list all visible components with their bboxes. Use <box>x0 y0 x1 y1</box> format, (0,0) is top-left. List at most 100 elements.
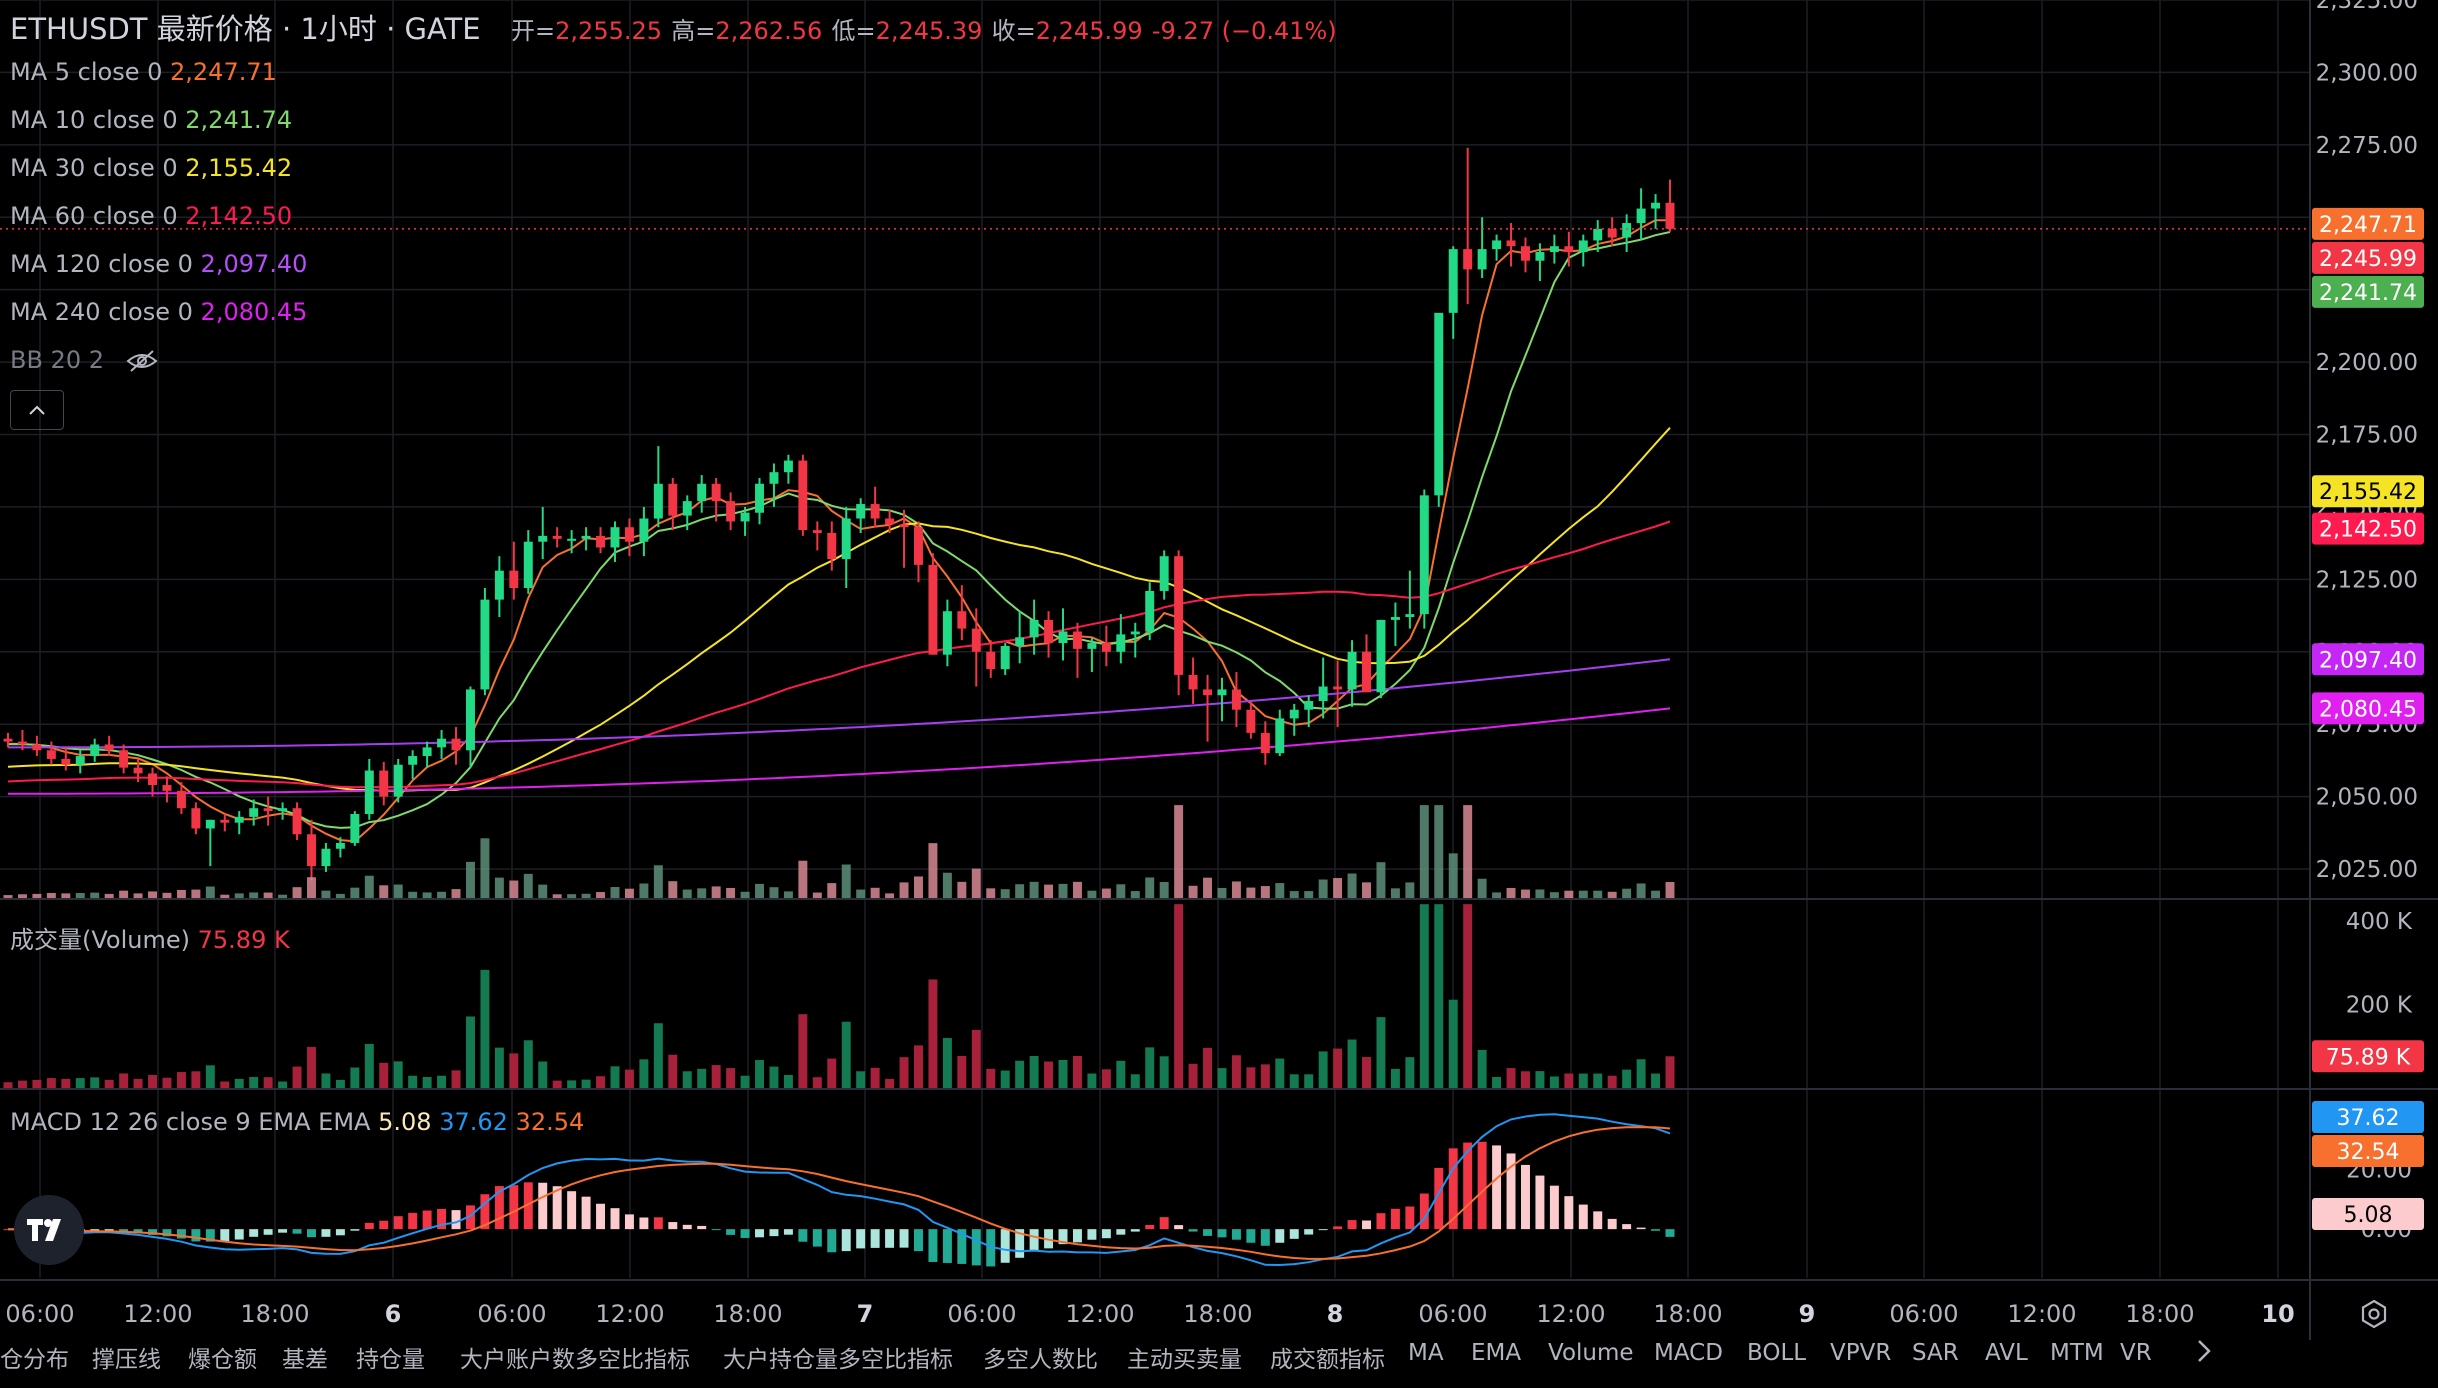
macd-tag-text: 32.54 <box>2337 1140 2400 1165</box>
price-tag-text: 2,245.99 <box>2319 247 2417 272</box>
ma10-legend[interactable]: MA 10 close 0 2,241.74 <box>10 106 292 134</box>
volume-tag-bg <box>2312 1040 2424 1073</box>
volume-overlay-bar <box>1217 887 1227 898</box>
candle-body <box>783 460 793 473</box>
volume-bar <box>379 1062 389 1088</box>
indicator-tab[interactable]: 仓分布 <box>0 1347 69 1373</box>
ma120-value: 2,097.40 <box>200 250 308 278</box>
macd-label: MACD 12 26 close 9 EMA EMA <box>10 1108 371 1136</box>
macd-hist-bar <box>1593 1211 1603 1230</box>
macd-hist-bar <box>1087 1229 1097 1240</box>
macd-hist-bar <box>711 1229 721 1231</box>
candle-body <box>523 541 533 589</box>
volume-bar <box>1463 904 1473 1088</box>
volume-overlay-bar <box>1101 888 1111 898</box>
indicator-tab[interactable]: 大户持仓量多空比指标 <box>723 1347 953 1373</box>
ma120-legend[interactable]: MA 120 close 0 2,097.40 <box>10 250 307 278</box>
indicator-tab[interactable]: BOLL <box>1747 1340 1807 1366</box>
volume-bar <box>1362 1057 1371 1088</box>
indicator-tab[interactable]: MA <box>1408 1340 1444 1366</box>
ma5-legend[interactable]: MA 5 close 0 2,247.71 <box>10 58 277 86</box>
volume-axis-label: 400 K <box>2346 909 2413 935</box>
candle-body <box>610 527 620 548</box>
candle-body <box>1217 689 1227 696</box>
candle-body <box>1448 249 1458 313</box>
volume-bar <box>1520 1071 1530 1088</box>
candle-body <box>465 689 475 751</box>
indicator-tab[interactable]: 持仓量 <box>356 1347 425 1373</box>
macd-legend[interactable]: MACD 12 26 close 9 EMA EMA 5.08 37.62 32… <box>10 1108 584 1136</box>
indicator-tab[interactable]: VPVR <box>1830 1340 1892 1366</box>
indicator-tab[interactable]: SAR <box>1912 1340 1959 1366</box>
chart-header: ETHUSDT 最新价格 · 1小时 · GATE 开=2,255.25 高=2… <box>10 6 1337 48</box>
volume-overlay-bar <box>740 891 750 898</box>
macd-hist-bar <box>263 1229 273 1235</box>
time-axis-label: 18:00 <box>2125 1300 2194 1328</box>
macd-hist-bar <box>379 1220 389 1230</box>
candle-body <box>350 813 360 843</box>
ma60-legend[interactable]: MA 60 close 0 2,142.50 <box>10 202 292 230</box>
indicator-tab[interactable]: 主动买卖量 <box>1127 1347 1242 1373</box>
volume-bar <box>90 1077 100 1088</box>
chart-settings-button[interactable] <box>2358 1298 2390 1334</box>
indicator-tab[interactable]: 爆仓额 <box>188 1347 257 1373</box>
candle-body <box>307 834 316 867</box>
tradingview-logo[interactable] <box>14 1195 84 1265</box>
volume-bar <box>162 1077 172 1088</box>
macd-hist-bar <box>1029 1229 1039 1252</box>
ma240-line <box>8 707 1671 795</box>
ma30-legend[interactable]: MA 30 close 0 2,155.42 <box>10 154 292 182</box>
volume-bar <box>278 1081 288 1088</box>
volume-overlay-bar <box>1000 889 1010 898</box>
indicator-tab[interactable]: MTM <box>2050 1340 2104 1366</box>
volume-overlay-bar <box>1506 887 1516 898</box>
candle-body <box>90 744 100 757</box>
volume-bar <box>335 1079 345 1088</box>
indicator-tab[interactable]: 大户账户数多空比指标 <box>460 1347 690 1373</box>
candle-body <box>1549 246 1559 253</box>
macd-hist-bar <box>682 1224 692 1230</box>
indicator-tab[interactable]: 成交额指标 <box>1270 1347 1385 1373</box>
collapse-legend-button[interactable] <box>10 390 64 430</box>
indicator-tab[interactable]: EMA <box>1471 1340 1522 1366</box>
bb-legend[interactable]: BB 20 2 <box>10 346 158 374</box>
macd-hist-bar <box>437 1208 447 1230</box>
tabs-scroll-right[interactable] <box>2196 1338 2212 1371</box>
indicator-tab[interactable]: Volume <box>1548 1340 1634 1366</box>
macd-hist-bar <box>176 1229 186 1239</box>
indicator-tab[interactable]: AVL <box>1985 1340 2028 1366</box>
indicator-tab[interactable]: 多空人数比 <box>983 1347 1098 1373</box>
volume-bar <box>1535 1071 1545 1088</box>
symbol-title[interactable]: ETHUSDT 最新价格 · 1小时 · GATE <box>10 12 481 46</box>
price-axis-label: 2,200.00 <box>2316 350 2418 376</box>
volume-bar <box>1101 1069 1111 1088</box>
macd-hist-bar <box>1174 1225 1184 1230</box>
volume-overlay-bar <box>1448 853 1458 898</box>
volume-overlay-bar <box>176 889 186 898</box>
time-axis-label: 12:00 <box>2007 1300 2076 1328</box>
volume-overlay-bar <box>1564 890 1574 898</box>
volume-legend[interactable]: 成交量(Volume) 75.89 K <box>10 920 290 955</box>
ma240-legend[interactable]: MA 240 close 0 2,080.45 <box>10 298 307 326</box>
price-tag-text: 2,155.42 <box>2319 480 2417 505</box>
eye-hidden-icon[interactable] <box>126 349 158 373</box>
macd-hist-bar <box>740 1229 750 1238</box>
volume-bar <box>234 1078 244 1088</box>
candle-body <box>1304 701 1314 710</box>
indicator-tab[interactable]: 撑压线 <box>92 1347 161 1373</box>
volume-overlay-bar <box>928 843 938 898</box>
macd-hist-bar <box>1506 1153 1516 1230</box>
volume-bar <box>899 1057 909 1088</box>
indicator-tab[interactable]: VR <box>2120 1340 2152 1366</box>
tradingview-logo-icon <box>27 1219 61 1241</box>
volume-bar <box>885 1078 895 1088</box>
indicator-tab[interactable]: MACD <box>1654 1340 1723 1366</box>
time-axis-label: 7 <box>857 1300 874 1328</box>
candle-body <box>1405 614 1415 618</box>
candle-body <box>263 808 273 812</box>
volume-overlay-bar <box>1116 884 1126 898</box>
volume-tag-text: 75.89 K <box>2326 1045 2411 1070</box>
indicator-tab[interactable]: 基差 <box>282 1347 328 1373</box>
macd-hist-bar <box>1578 1204 1588 1230</box>
